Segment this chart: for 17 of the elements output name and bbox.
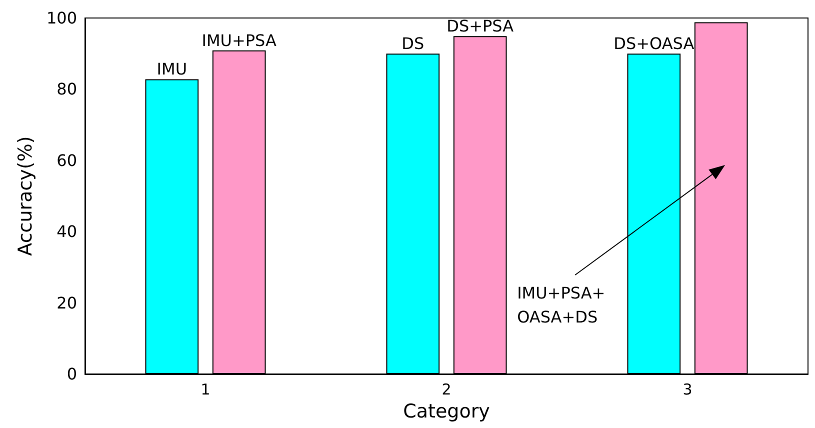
x-tick-label: 1: [200, 380, 210, 398]
y-tick-label: 60: [56, 150, 77, 170]
y-tick-label: 0: [66, 364, 77, 384]
y-axis-title: Accuracy(%): [14, 136, 36, 256]
data-label: IMU: [156, 60, 188, 79]
data-label: IMU+PSA: [202, 30, 276, 50]
annotation: IMU+PSA+ OASA+DS: [517, 284, 606, 326]
data-label: DS+PSA: [446, 16, 514, 36]
y-tick-label: 40: [56, 222, 77, 242]
y-tick-label: 80: [56, 80, 77, 99]
y-tick-label: 20: [56, 293, 77, 312]
data-label: DS+OASA: [614, 34, 694, 54]
y-tick-label: 100: [46, 8, 77, 28]
x-tick-label: 2: [442, 380, 452, 398]
x-tick-label: 3: [682, 380, 692, 398]
x-axis-title: Category: [403, 400, 490, 422]
data-label: DS: [402, 34, 424, 54]
